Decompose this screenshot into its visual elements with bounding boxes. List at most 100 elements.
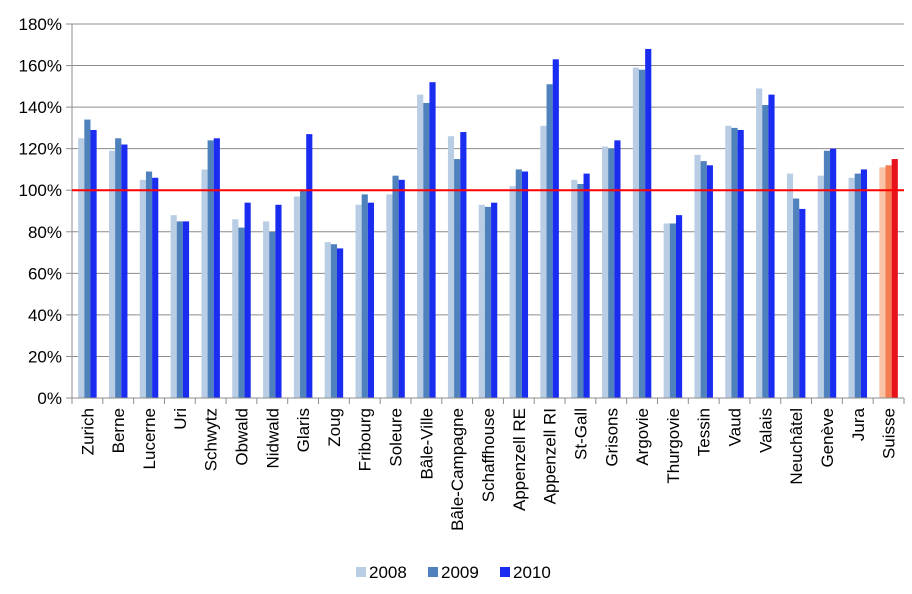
bar-2010-Zoug bbox=[337, 248, 344, 398]
y-tick-label: 140% bbox=[19, 98, 62, 117]
bar-2010-Soleure bbox=[398, 179, 405, 398]
y-tick-label: 120% bbox=[19, 140, 62, 159]
bar-2008-Argovie bbox=[632, 67, 639, 398]
bar-2008-Tessin bbox=[694, 154, 701, 398]
bar-2010-Bâle-Ville bbox=[429, 82, 436, 398]
bar-2009-Nidwald bbox=[269, 231, 276, 398]
bar-2008-Valais bbox=[756, 88, 763, 399]
bar-2010-Fribourg bbox=[367, 202, 374, 398]
bar-2009-Neuchâtel bbox=[793, 198, 800, 398]
bar-2009-Schaffhouse bbox=[484, 206, 492, 398]
bar-2008-Schwytz bbox=[201, 169, 208, 398]
x-tick-label: Neuchâtel bbox=[787, 408, 806, 485]
bar-2010-Berne bbox=[121, 144, 128, 398]
x-tick-label: Bâle-Ville bbox=[417, 408, 436, 480]
bar-2010-Glaris bbox=[306, 134, 313, 398]
bar-2008-Vaud bbox=[725, 125, 732, 399]
bar-2010-St-Gall bbox=[583, 173, 590, 398]
y-tick-label: 20% bbox=[28, 347, 62, 366]
bar-2009-Fribourg bbox=[361, 194, 368, 398]
bar-2010-Appenzell RI bbox=[552, 59, 559, 398]
bar-2008-Bâle-Campagne bbox=[447, 136, 455, 398]
x-tick-label: Zurich bbox=[78, 408, 97, 455]
bar-2010-Lucerne bbox=[152, 177, 159, 398]
y-tick-label: 0% bbox=[37, 389, 62, 408]
x-tick-label: Obwald bbox=[232, 408, 251, 466]
x-tick-label: Berne bbox=[109, 408, 128, 453]
legend-label-2009: 2009 bbox=[441, 563, 479, 582]
bar-2008-Neuchâtel bbox=[786, 173, 794, 398]
bar-2008-Appenzell RE bbox=[509, 186, 516, 398]
bar-2010-Jura bbox=[860, 169, 868, 398]
x-tick-label: Genève bbox=[818, 408, 837, 468]
bar-2009-Valais bbox=[762, 105, 769, 399]
bar-2010-Grisons bbox=[614, 140, 621, 398]
bar-2008-Zoug bbox=[324, 242, 331, 398]
bar-2010-Nidwald bbox=[275, 204, 282, 398]
x-tick-label: Nidwald bbox=[263, 408, 282, 468]
bar-2008-Soleure bbox=[386, 194, 393, 398]
bar-2008-Obwald bbox=[232, 219, 239, 398]
y-tick-label: 60% bbox=[28, 264, 62, 283]
bar-2009-Vaud bbox=[731, 127, 738, 398]
bar-2008-Schaffhouse bbox=[478, 204, 485, 398]
bar-2009-Bâle-Ville bbox=[423, 102, 430, 398]
y-tick-label: 40% bbox=[28, 306, 62, 325]
legend-swatch-2008 bbox=[356, 567, 366, 577]
x-tick-labels: Zurich Berne Lucerne Uri Schwytz Obwald Nidwal… bbox=[78, 407, 898, 530]
bar-2010-Neuchâtel bbox=[799, 208, 806, 398]
legend-label-2008: 2008 bbox=[369, 563, 407, 582]
x-tick-label: Vaud bbox=[726, 408, 745, 446]
bar-2010-Bâle-Campagne bbox=[460, 132, 467, 399]
bar-2008-Uri bbox=[170, 215, 177, 398]
bar-2010-Vaud bbox=[737, 129, 744, 398]
bar-2008-St-Gall bbox=[571, 179, 578, 398]
bar-2009-Zurich bbox=[84, 119, 91, 399]
bar-2008-Zurich bbox=[78, 138, 85, 398]
x-tick-label: Appenzell RI bbox=[541, 408, 560, 504]
y-tick-label: 80% bbox=[28, 223, 62, 242]
bar-2009-Thurgovie bbox=[669, 223, 676, 398]
bar-2008-Berne bbox=[108, 150, 116, 398]
bar-2008-Nidwald bbox=[263, 221, 270, 398]
bar-2010-Obwald bbox=[244, 202, 251, 398]
bar-2008-Thurgovie bbox=[663, 223, 670, 398]
bar-2010-Schaffhouse bbox=[491, 202, 498, 398]
bar-2010-Zurich bbox=[90, 129, 97, 398]
bar-2009-Bâle-Campagne bbox=[454, 159, 461, 398]
bar-2008-Genève bbox=[817, 175, 824, 398]
x-tick-label: Soleure bbox=[387, 408, 406, 467]
bar-2009-Jura bbox=[854, 173, 861, 398]
x-tick-label: Valais bbox=[756, 408, 775, 453]
x-tick-label: Bâle-Campagne bbox=[448, 408, 467, 531]
bar-2009-St-Gall bbox=[577, 183, 584, 398]
bar-2008-Glaris bbox=[293, 196, 301, 398]
y-tick-label: 100% bbox=[19, 181, 62, 200]
legend-swatch-2009 bbox=[428, 567, 438, 577]
bar-2008-Bâle-Ville bbox=[417, 94, 424, 399]
bar-2009-Berne bbox=[115, 138, 122, 398]
bar-2008-Jura bbox=[848, 177, 855, 398]
bar-2008-Suisse bbox=[879, 167, 886, 398]
x-tick-label: Argovie bbox=[633, 408, 652, 466]
bar-2009-Tessin bbox=[700, 161, 707, 398]
bar-2009-Uri bbox=[176, 221, 183, 398]
bar-2008-Lucerne bbox=[139, 179, 146, 398]
x-tick-label: Grisons bbox=[602, 408, 621, 467]
bar-2009-Lucerne bbox=[145, 171, 153, 398]
x-tick-label: Lucerne bbox=[140, 408, 159, 469]
x-tick-label: Tessin bbox=[695, 408, 714, 456]
x-tick-label: Fribourg bbox=[356, 408, 375, 471]
x-tick-label: Jura bbox=[849, 407, 868, 441]
y-tick-label: 160% bbox=[19, 57, 62, 76]
x-tick-label: Thurgovie bbox=[664, 408, 683, 484]
bar-2010-Tessin bbox=[706, 165, 713, 398]
bar-2010-Genève bbox=[830, 148, 837, 398]
legend: 2008 2009 2010 bbox=[356, 563, 551, 582]
legend-label-2010: 2010 bbox=[513, 563, 551, 582]
bar-2009-Argovie bbox=[638, 69, 646, 398]
x-tick-label: Schaffhouse bbox=[479, 408, 498, 502]
bar-2010-Schwytz bbox=[213, 138, 220, 398]
